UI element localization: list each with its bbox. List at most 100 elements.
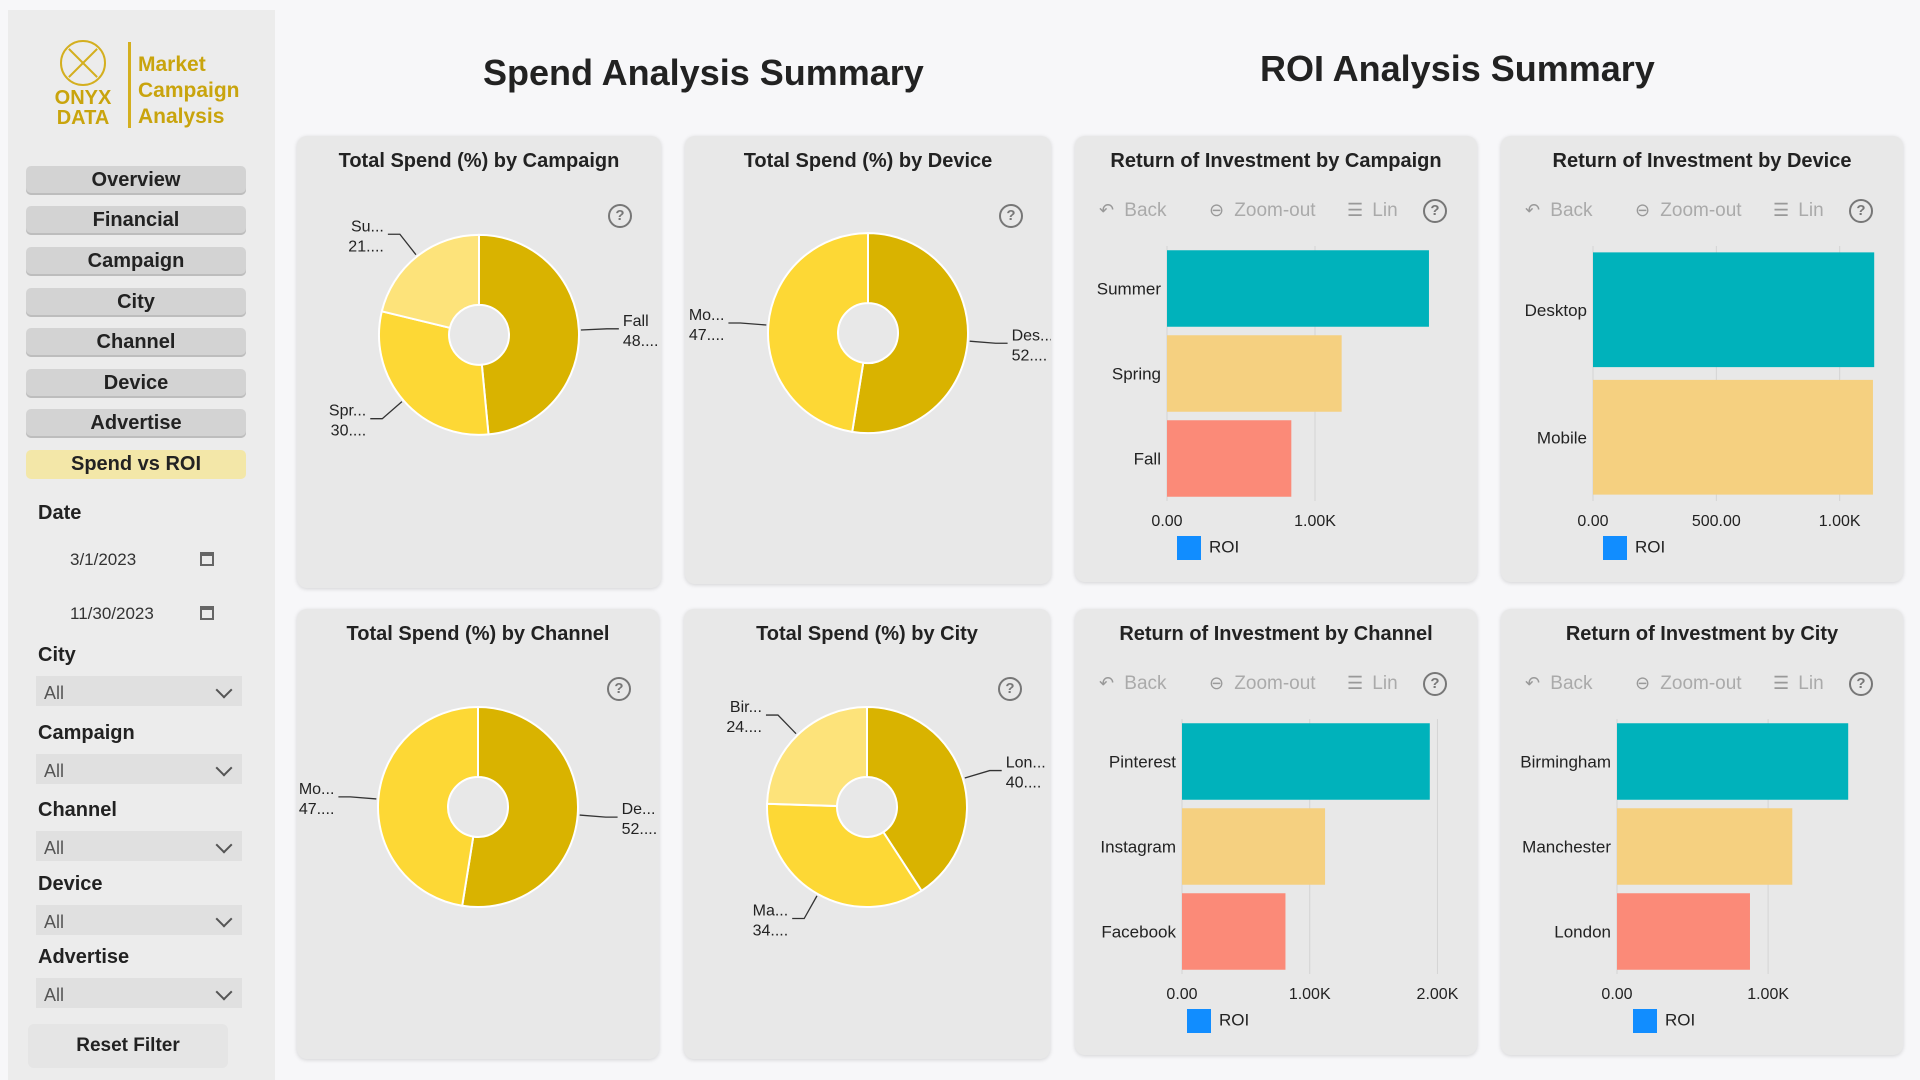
advertise-dropdown[interactable]: All <box>36 978 242 1008</box>
spend-by-campaign-card: Total Spend (%) by Campaign ? Fall 48....… <box>297 136 661 588</box>
bar <box>1167 335 1342 412</box>
roi-by-campaign-chart: 0.00 1.00K Summer Spring Fall <box>1097 246 1429 530</box>
leader-line <box>728 322 767 326</box>
lin-button[interactable]: ☰ Lin <box>1773 673 1824 695</box>
pie-slice <box>461 705 579 908</box>
category-label: London <box>1554 923 1611 942</box>
channel-dropdown[interactable]: All <box>36 831 242 861</box>
help-icon[interactable]: ? <box>999 204 1023 228</box>
x-tick-label: 0.00 <box>1166 986 1197 1003</box>
pie-slice <box>478 233 580 436</box>
legend-label: ROI <box>1219 1010 1250 1030</box>
category-label: Mobile <box>1537 428 1587 447</box>
city-dropdown[interactable]: All <box>36 676 242 706</box>
device-dropdown[interactable]: All <box>36 905 242 935</box>
bar <box>1182 808 1326 885</box>
back-button[interactable]: ↶ Back <box>1099 673 1167 695</box>
chart-title: Return of Investment by Device <box>1552 150 1852 172</box>
lin-label: Lin <box>1798 200 1824 221</box>
list-icon: ☰ <box>1347 673 1364 693</box>
lin-label: Lin <box>1372 673 1398 694</box>
bar <box>1593 379 1873 495</box>
list-icon: ☰ <box>1773 673 1790 693</box>
back-button[interactable]: ↶ Back <box>1525 200 1593 222</box>
roi-by-channel-card: Return of Investment by Channel ↶ Back ⊖… <box>1075 609 1477 1055</box>
slice-label: Lon... <box>1006 755 1046 772</box>
nav-financial-button[interactable]: Financial <box>26 206 246 235</box>
zoom-out-icon: ⊖ <box>1209 200 1225 220</box>
advertise-filter-label: Advertise <box>38 946 130 968</box>
chart-title: Total Spend (%) by Channel <box>346 623 610 645</box>
spend-by-channel-chart: De... 52.... Mo... 47.... <box>299 705 657 908</box>
zoom-out-icon: ⊖ <box>1635 673 1651 693</box>
zoom-out-button[interactable]: ⊖ Zoom-out <box>1635 673 1742 695</box>
help-icon[interactable]: ? <box>1849 672 1873 696</box>
date-start-input[interactable]: 3/1/2023 <box>54 542 214 578</box>
back-label: Back <box>1550 673 1593 694</box>
calendar-icon[interactable] <box>200 606 214 620</box>
nav-channel-button[interactable]: Channel <box>26 328 246 357</box>
advertise-dropdown-value: All <box>44 985 65 1005</box>
slice-label: Mo... <box>299 781 335 798</box>
back-button[interactable]: ↶ Back <box>1099 200 1167 222</box>
bar <box>1167 250 1429 327</box>
date-start-value: 3/1/2023 <box>70 550 137 569</box>
lin-button[interactable]: ☰ Lin <box>1347 200 1398 222</box>
zoom-out-button[interactable]: ⊖ Zoom-out <box>1209 673 1316 695</box>
chevron-down-icon <box>215 910 233 928</box>
date-end-input[interactable]: 11/30/2023 <box>54 596 214 632</box>
help-icon[interactable]: ? <box>1849 199 1873 223</box>
calendar-icon[interactable] <box>200 552 214 566</box>
nav-city-button[interactable]: City <box>26 288 246 317</box>
chart-title: Return of Investment by Channel <box>1119 623 1433 645</box>
slice-value: 24.... <box>726 719 762 736</box>
nav-device-button[interactable]: Device <box>26 369 246 398</box>
leader-line <box>338 796 377 800</box>
category-label: Summer <box>1097 280 1162 299</box>
help-icon[interactable]: ? <box>1423 672 1447 696</box>
chart-legend: ROI <box>1177 536 1239 560</box>
help-icon[interactable]: ? <box>1423 199 1447 223</box>
bar <box>1617 723 1849 800</box>
bar <box>1182 893 1286 970</box>
bar <box>1617 893 1750 970</box>
slice-label: Su... <box>351 218 384 235</box>
reset-filter-button[interactable]: Reset Filter <box>28 1024 228 1068</box>
x-tick-label: 500.00 <box>1692 513 1741 530</box>
lin-button[interactable]: ☰ Lin <box>1773 200 1824 222</box>
spend-section-title: Spend Analysis Summary <box>483 52 924 93</box>
category-label: Manchester <box>1522 838 1611 857</box>
city-dropdown-value: All <box>44 683 65 703</box>
campaign-filter-label: Campaign <box>38 722 135 744</box>
slice-value: 21.... <box>348 238 384 255</box>
help-icon[interactable]: ? <box>998 677 1022 701</box>
slice-value: 52.... <box>1012 347 1048 364</box>
category-label: Instagram <box>1100 838 1176 857</box>
bar <box>1593 252 1875 368</box>
slice-value: 47.... <box>299 801 335 818</box>
help-icon[interactable]: ? <box>608 204 632 228</box>
zoom-out-button[interactable]: ⊖ Zoom-out <box>1635 200 1742 222</box>
x-tick-label: 0.00 <box>1151 513 1182 530</box>
legend-swatch <box>1603 536 1627 560</box>
roi-by-device-card: Return of Investment by Device ↶ Back ⊖ … <box>1501 136 1903 582</box>
zoom-out-button[interactable]: ⊖ Zoom-out <box>1209 200 1316 222</box>
campaign-dropdown[interactable]: All <box>36 754 242 784</box>
bar <box>1167 420 1292 497</box>
help-icon[interactable]: ? <box>607 677 631 701</box>
back-label: Back <box>1550 200 1593 221</box>
back-button[interactable]: ↶ Back <box>1525 673 1593 695</box>
nav-spend-vs-roi-button[interactable]: Spend vs ROI <box>26 450 246 479</box>
nav-overview-button[interactable]: Overview <box>26 166 246 195</box>
slice-label: Des... <box>1012 327 1051 344</box>
leader-line <box>387 233 417 256</box>
onyx-logo-icon <box>60 40 106 86</box>
slice-value: 47.... <box>689 327 725 344</box>
nav-campaign-button[interactable]: Campaign <box>26 247 246 276</box>
category-label: Birmingham <box>1520 753 1611 772</box>
x-tick-label: 1.00K <box>1819 513 1861 530</box>
x-tick-label: 1.00K <box>1289 986 1331 1003</box>
lin-button[interactable]: ☰ Lin <box>1347 673 1398 695</box>
legend-label: ROI <box>1635 537 1666 557</box>
nav-advertise-button[interactable]: Advertise <box>26 409 246 438</box>
